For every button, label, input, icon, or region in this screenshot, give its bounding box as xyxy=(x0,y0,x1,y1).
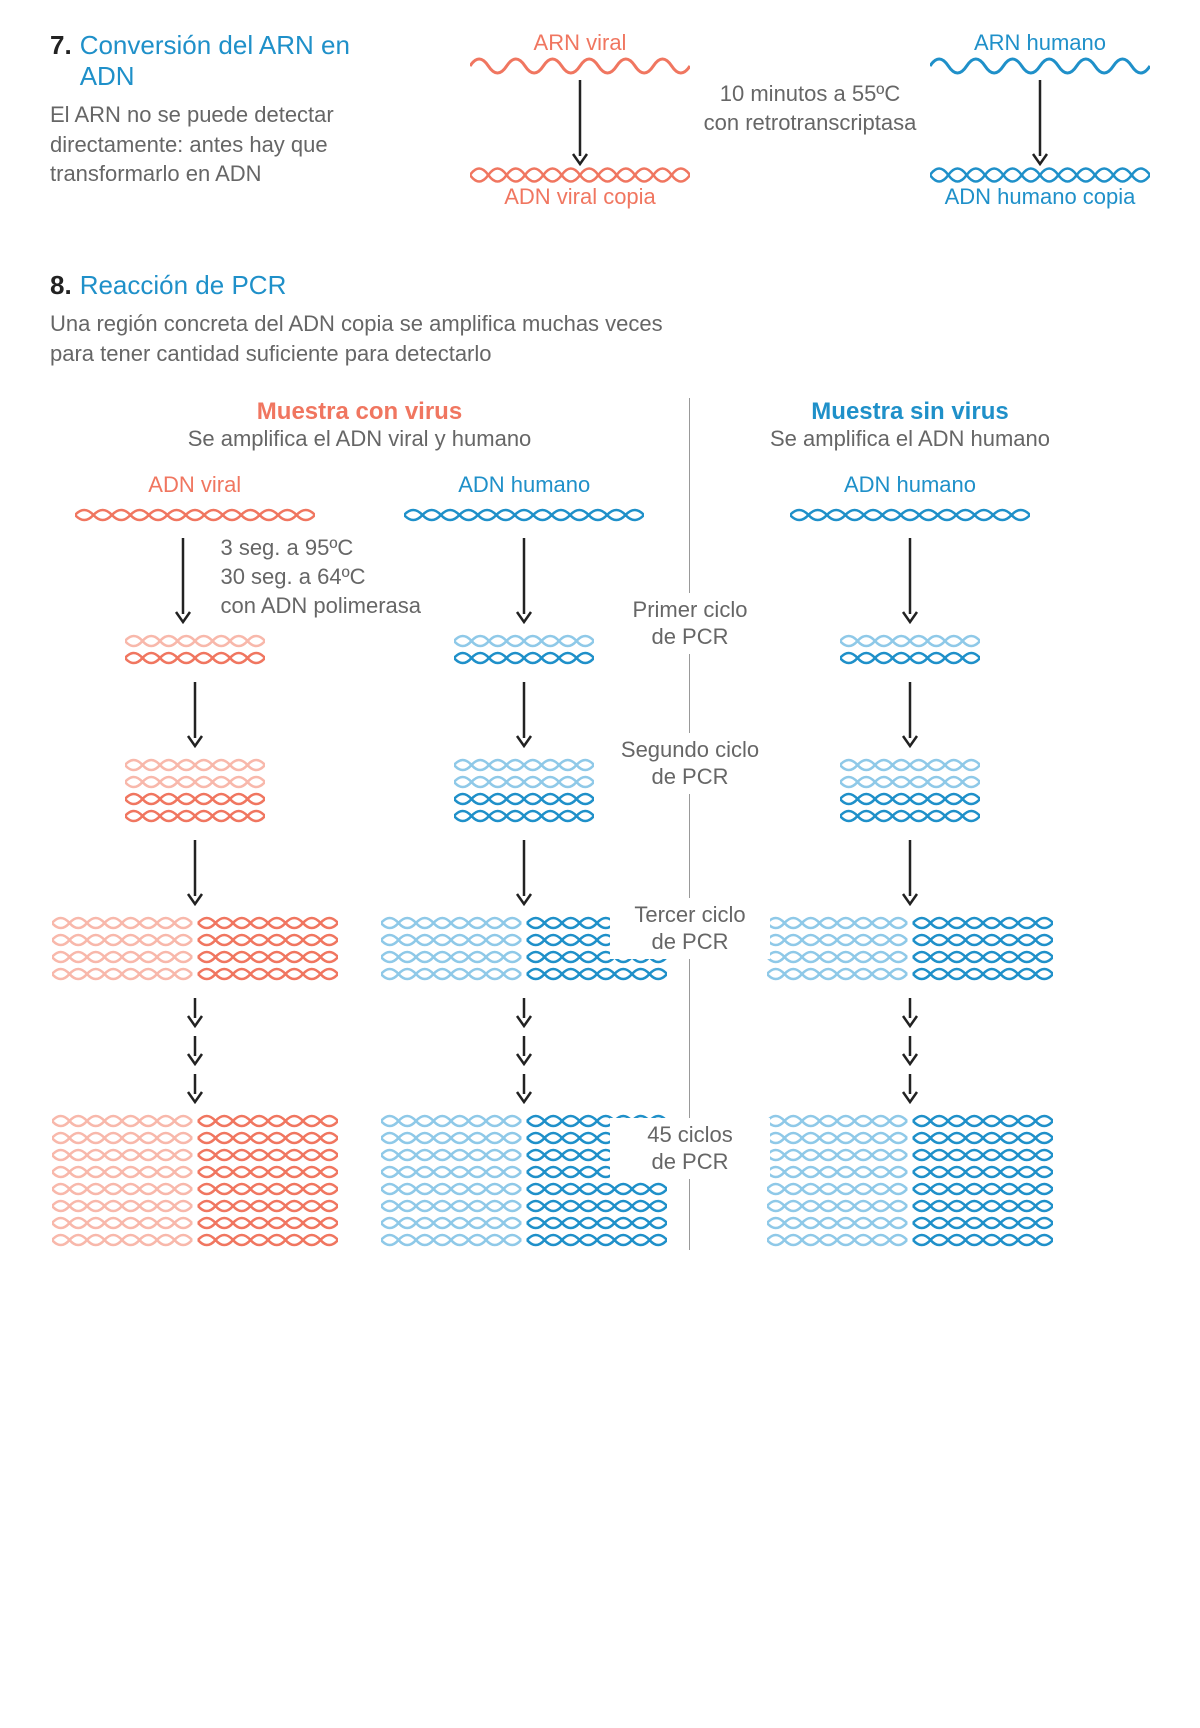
section-7-diagram: ARN viral ADN viral copia 10 minutos a 5… xyxy=(470,30,1150,210)
multi-arrow-icon xyxy=(183,994,207,1104)
arrow-icon xyxy=(509,678,539,748)
section-number: 8. xyxy=(50,270,72,301)
pcr-with-virus: Muestra con virus Se amplifica el ADN vi… xyxy=(50,398,690,1250)
arn-viral-col: ARN viral ADN viral copia xyxy=(470,30,690,210)
note-line2: con retrotranscriptasa xyxy=(704,109,917,138)
arn-humano-col: ARN humano ADN humano copia xyxy=(930,30,1150,210)
section-8: 8. Reacción de PCR Una región concreta d… xyxy=(50,270,1150,1250)
arrow-with-note xyxy=(509,534,539,624)
section-7-heading: 7. Conversión del ARN en ADN xyxy=(50,30,410,92)
dna-strand-group xyxy=(767,1114,1053,1250)
section-8-desc: Una región concreta del ADN copia se amp… xyxy=(50,309,690,368)
rna-wave-icon xyxy=(470,56,690,76)
cycle-label: 45 ciclosde PCR xyxy=(610,1118,770,1179)
section-title: Reacción de PCR xyxy=(80,270,287,301)
arrow-icon xyxy=(509,836,539,906)
adn-humano-copia-label: ADN humano copia xyxy=(945,184,1136,210)
arrow-icon xyxy=(168,534,198,624)
col-adn-viral: ADN viral 3 seg. a 95ºC30 seg. a 64ºCcon… xyxy=(50,472,340,1250)
arrow-icon xyxy=(895,678,925,748)
arrow-icon xyxy=(895,836,925,906)
section-title: Conversión del ARN en ADN xyxy=(80,30,410,92)
adn-viral-label: ADN viral xyxy=(148,472,241,498)
adn-viral-copia-label: ADN viral copia xyxy=(504,184,656,210)
dna-strand-group xyxy=(840,634,980,668)
dna-strand-icon xyxy=(75,508,315,524)
dna-strand-icon xyxy=(790,508,1030,524)
dna-strand-icon xyxy=(470,166,690,184)
dna-strand-group xyxy=(454,758,594,826)
dna-strand-group xyxy=(125,758,265,826)
pcr-comparison: Muestra con virus Se amplifica el ADN vi… xyxy=(50,398,1150,1250)
arrow-with-note: 3 seg. a 95ºC30 seg. a 64ºCcon ADN polim… xyxy=(168,534,421,624)
dna-strand-icon xyxy=(930,166,1150,184)
arn-humano-label: ARN humano xyxy=(974,30,1106,56)
adn-humano-label: ADN humano xyxy=(844,472,976,498)
note-line1: 10 minutos a 55ºC xyxy=(720,80,900,109)
arrow-icon xyxy=(895,534,925,624)
dna-strand-icon xyxy=(404,508,644,524)
section-number: 7. xyxy=(50,30,72,61)
arrow-icon xyxy=(1025,76,1055,166)
cycle-label: Tercer ciclode PCR xyxy=(610,898,770,959)
rna-wave-icon xyxy=(930,56,1150,76)
without-virus-sub: Se amplifica el ADN humano xyxy=(710,426,1110,452)
with-virus-header: Muestra con virus Se amplifica el ADN vi… xyxy=(50,398,669,452)
adn-humano-label: ADN humano xyxy=(458,472,590,498)
with-virus-title: Muestra con virus xyxy=(50,398,669,426)
with-virus-sub: Se amplifica el ADN viral y humano xyxy=(50,426,669,452)
arrow-icon xyxy=(509,534,539,624)
multi-arrow-icon xyxy=(898,994,922,1104)
dna-strand-group xyxy=(767,916,1053,984)
col-adn-humano-2: ADN humano xyxy=(710,472,1110,1250)
cycle-label: Primer ciclode PCR xyxy=(610,593,770,654)
section-7: 7. Conversión del ARN en ADN El ARN no s… xyxy=(50,30,1150,210)
without-virus-title: Muestra sin virus xyxy=(710,398,1110,426)
retro-note: 10 minutos a 55ºC con retrotranscriptasa xyxy=(700,30,920,137)
arrow-with-note xyxy=(895,534,925,624)
dna-strand-group xyxy=(840,758,980,826)
arn-viral-label: ARN viral xyxy=(534,30,627,56)
without-virus-header: Muestra sin virus Se amplifica el ADN hu… xyxy=(710,398,1110,452)
section-7-desc: El ARN no se puede detectar directamente… xyxy=(50,100,410,189)
section-7-text: 7. Conversión del ARN en ADN El ARN no s… xyxy=(50,30,410,210)
cycle-label: Segundo ciclode PCR xyxy=(610,733,770,794)
dna-strand-group xyxy=(454,634,594,668)
multi-arrow-icon xyxy=(512,994,536,1104)
dna-strand-group xyxy=(125,634,265,668)
arrow-icon xyxy=(565,76,595,166)
dna-strand-group xyxy=(52,1114,338,1250)
section-8-heading: 8. Reacción de PCR xyxy=(50,270,1150,301)
arrow-icon xyxy=(180,678,210,748)
arrow-icon xyxy=(180,836,210,906)
dna-strand-group xyxy=(52,916,338,984)
polymerase-note: 3 seg. a 95ºC30 seg. a 64ºCcon ADN polim… xyxy=(220,534,421,620)
